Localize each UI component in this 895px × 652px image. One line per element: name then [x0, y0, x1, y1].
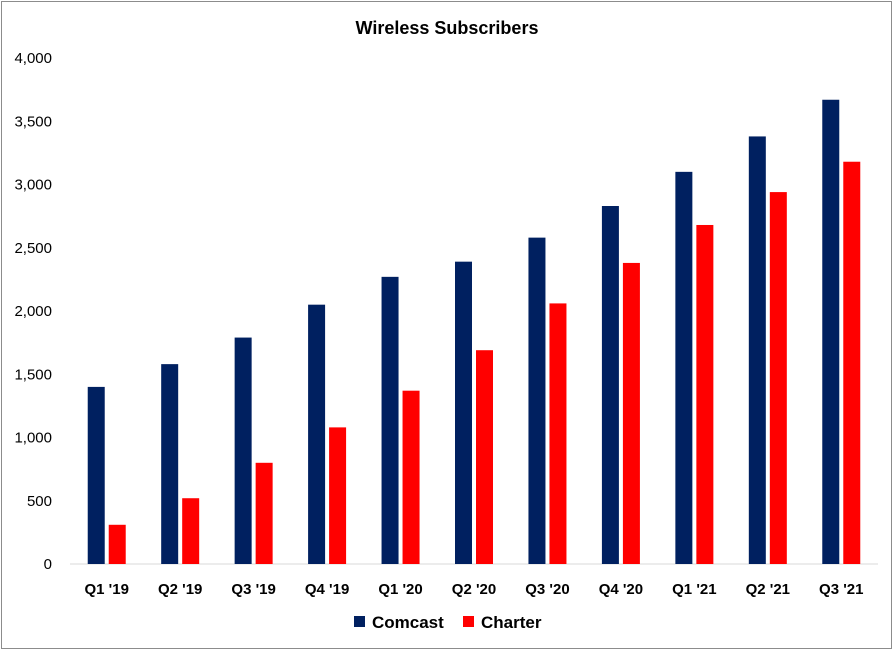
- bar-charter-0: [108, 524, 126, 564]
- bar-charter-8: [696, 224, 714, 565]
- x-tick-label: Q2 '19: [158, 581, 202, 598]
- bar-charter-5: [476, 350, 493, 564]
- y-tick-label: 0: [44, 556, 52, 573]
- x-tick-label: Q4 '19: [305, 581, 349, 598]
- chart-title: Wireless Subscribers: [356, 18, 539, 38]
- bar-comcast-5: [455, 261, 472, 564]
- x-tick-label: Q1 '20: [378, 581, 422, 598]
- x-tick-label: Q3 '20: [525, 581, 569, 598]
- y-tick-label: 2,500: [14, 240, 52, 257]
- bars: [87, 99, 861, 565]
- bar-comcast-1: [161, 364, 179, 564]
- bar-comcast-10: [822, 99, 840, 565]
- bar-charter-7: [622, 262, 640, 564]
- bar-comcast-7: [601, 206, 619, 564]
- legend-swatch-charter: [463, 616, 474, 627]
- x-tick-label: Q4 '20: [599, 581, 643, 598]
- bar-charter-4: [402, 390, 420, 564]
- y-axis: 0 500 1,000 1,500 2,000 2,500 3,000 3,500 4,000: [14, 50, 52, 573]
- y-tick-label: 3,500: [14, 113, 52, 130]
- y-tick-label: 3,000: [14, 177, 52, 194]
- bar-charter-9: [769, 192, 787, 564]
- bar-charter-1: [182, 498, 200, 564]
- bar-comcast-8: [675, 171, 693, 564]
- x-tick-label: Q1 '19: [85, 581, 129, 598]
- bar-comcast-3: [308, 304, 326, 564]
- bar-comcast-0: [87, 386, 105, 564]
- legend-label-charter: Charter: [481, 613, 542, 632]
- bar-charter-6: [549, 303, 567, 564]
- bar-comcast-6: [528, 237, 546, 564]
- y-tick-label: 4,000: [14, 50, 52, 67]
- y-tick-label: 1,000: [14, 430, 52, 447]
- legend-swatch-comcast: [354, 616, 365, 627]
- y-tick-label: 1,500: [14, 366, 52, 383]
- x-axis: Q1 '19 Q2 '19 Q3 '19 Q4 '19 Q1 '20 Q2 '20 Q3 '…: [70, 563, 878, 598]
- bar-comcast-2: [234, 337, 252, 564]
- x-tick-label: Q3 '19: [231, 581, 275, 598]
- bar-comcast-4: [381, 276, 399, 564]
- bar-charter-3: [329, 427, 347, 564]
- y-tick-label: 2,000: [14, 303, 52, 320]
- x-tick-label: Q2 '21: [746, 581, 790, 598]
- bar-charter-10: [843, 161, 861, 565]
- bar-charter-2: [255, 462, 273, 564]
- legend: Comcast Charter: [354, 613, 542, 632]
- legend-label-comcast: Comcast: [372, 613, 444, 632]
- x-tick-label: Q3 '21: [819, 581, 863, 598]
- bar-comcast-9: [748, 136, 766, 564]
- x-tick-label: Q2 '20: [452, 581, 496, 598]
- y-tick-label: 500: [27, 493, 52, 510]
- x-tick-label: Q1 '21: [672, 581, 716, 598]
